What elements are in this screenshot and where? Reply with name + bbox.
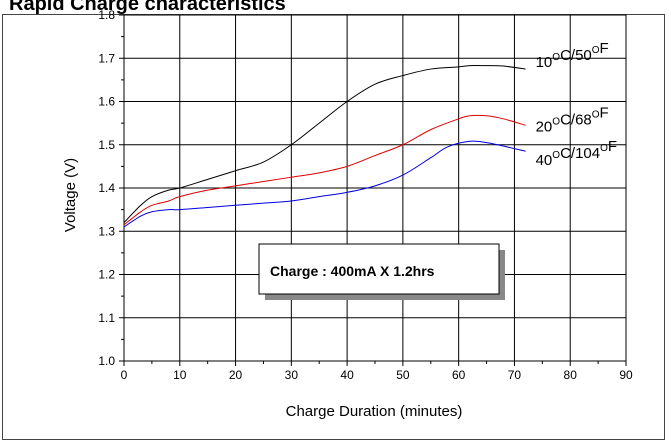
x-tick-label: 70 (508, 368, 522, 382)
x-tick-label: 30 (285, 368, 299, 382)
grid (124, 15, 626, 361)
y-tick-label: 1.4 (98, 181, 115, 195)
series-label-20: 20OC/68OF (536, 104, 609, 135)
y-tick-label: 1.3 (98, 224, 115, 238)
x-tick-label: 40 (340, 368, 354, 382)
series-line-20 (123, 114, 526, 226)
axis-ticks: 0 10 20 30 40 50 60 70 80 90 1.0 1.1 1.2 1.3 1.4 1.5 1.6… (98, 8, 633, 382)
y-tick-label: 1.5 (98, 138, 115, 152)
x-tick-label: 80 (564, 368, 578, 382)
y-tick-label: 1.2 (98, 268, 115, 282)
annotation-text: Charge : 400mA X 1.2hrs (270, 263, 435, 279)
x-tick-label: 50 (396, 368, 410, 382)
x-tick-label: 0 (121, 368, 128, 382)
x-tick-label: 10 (173, 368, 187, 382)
y-tick-label: 1.1 (98, 311, 115, 325)
y-tick-label: 1.8 (98, 8, 115, 22)
series-line-10 (123, 64, 526, 223)
x-tick-label: 60 (452, 368, 466, 382)
annotation-box: Charge : 400mA X 1.2hrs (258, 243, 505, 300)
x-tick-label: 90 (619, 368, 633, 382)
y-axis-label: Voltage (V) (62, 158, 79, 232)
y-tick-label: 1.7 (98, 51, 115, 65)
series-line-40 (123, 140, 526, 228)
x-axis-label: Charge Duration (minutes) (286, 403, 463, 420)
x-tick-label: 20 (229, 368, 243, 382)
y-tick-label: 1.0 (98, 354, 115, 368)
y-tick-label: 1.6 (98, 95, 115, 109)
series-label-40: 40OC/104OF (536, 138, 617, 169)
series-label-10: 10OC/50OF (536, 40, 609, 71)
series-group (123, 64, 526, 228)
chart-title: Rapid Charge characteristics (9, 0, 286, 15)
